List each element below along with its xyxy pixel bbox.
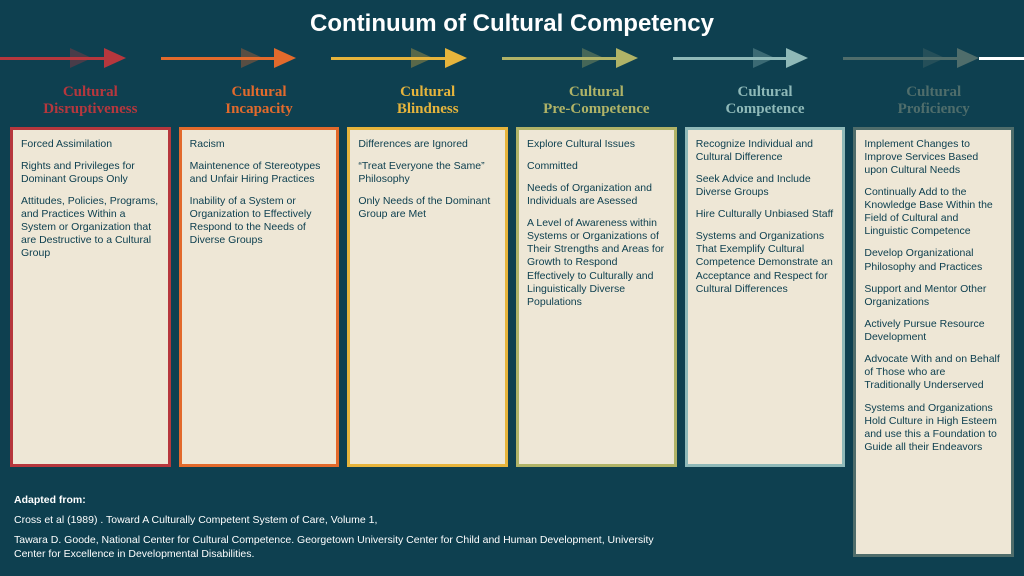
stage-box: Implement Changes to Improve Services Ba… xyxy=(853,127,1014,557)
stage-item: Rights and Privileges for Dominant Group… xyxy=(21,160,160,186)
stage-item: Actively Pursue Resource Development xyxy=(864,318,1003,344)
stage-item: Attitudes, Policies, Programs, and Pract… xyxy=(21,195,160,261)
credits: Adapted from: Cross et al (1989) . Towar… xyxy=(14,493,654,566)
stage-label-line1: Cultural xyxy=(10,84,171,101)
stage-column: CulturalPre-Competence Explore Cultural I… xyxy=(516,84,677,557)
axis-segment xyxy=(502,57,618,60)
stage-label-line2: Pre-Competence xyxy=(516,101,677,118)
axis-segment xyxy=(673,57,789,60)
stage-item: Hire Culturally Unbiased Staff xyxy=(696,208,835,221)
stage-box: Recognize Individual and Cultural Differ… xyxy=(685,127,846,467)
stage-label-line2: Competence xyxy=(685,101,846,118)
axis-segment xyxy=(0,57,106,60)
credits-line: Tawara D. Goode, National Center for Cul… xyxy=(14,533,654,561)
stage-item: Advocate With and on Behalf of Those who… xyxy=(864,353,1003,392)
stage-label: CulturalIncapacity xyxy=(179,84,340,119)
stage-item: A Level of Awareness within Systems or O… xyxy=(527,217,666,309)
axis-end xyxy=(979,57,1024,60)
stage-item: Inability of a System or Organization to… xyxy=(190,195,329,248)
stages-row: CulturalDisruptivenessForced Assimilatio… xyxy=(0,84,1024,557)
axis-segment xyxy=(161,57,277,60)
stage-label-line1: Cultural xyxy=(853,84,1014,101)
stage-item: Committed xyxy=(527,160,666,173)
stage-item: Implement Changes to Improve Services Ba… xyxy=(864,138,1003,177)
axis-segment xyxy=(843,57,959,60)
stage-item: Recognize Individual and Cultural Differ… xyxy=(696,138,835,164)
stage-item: Racism xyxy=(190,138,329,151)
credits-heading: Adapted from: xyxy=(14,493,654,507)
stage-item: “Treat Everyone the Same” Philosophy xyxy=(358,160,497,186)
stage-item: Systems and Organizations Hold Culture i… xyxy=(864,402,1003,455)
stage-item: Support and Mentor Other Organizations xyxy=(864,283,1003,309)
continuum-axis xyxy=(0,48,1024,78)
stage-label-line1: Cultural xyxy=(516,84,677,101)
stage-item: Needs of Organization and Individuals ar… xyxy=(527,182,666,208)
stage-item: Develop Organizational Philosophy and Pr… xyxy=(864,247,1003,273)
stage-label-line2: Disruptiveness xyxy=(10,101,171,118)
arrow-head xyxy=(445,48,467,68)
arrow-head xyxy=(957,48,979,68)
stage-item: Differences are Ignored xyxy=(358,138,497,151)
stage-label: CulturalBlindness xyxy=(347,84,508,119)
stage-label: CulturalProficiency xyxy=(853,84,1014,119)
stage-box: Racism Maintenence of Stereotypes and Unf… xyxy=(179,127,340,467)
stage-label-line2: Blindness xyxy=(347,101,508,118)
page-title: Continuum of Cultural Competency xyxy=(0,0,1024,38)
arrow-head xyxy=(616,48,638,68)
stage-label: CulturalPre-Competence xyxy=(516,84,677,119)
stage-column: CulturalBlindness Differences are Ignored… xyxy=(347,84,508,557)
stage-column: CulturalCompetence Recognize Individual a… xyxy=(685,84,846,557)
stage-item: Maintenence of Stereotypes and Unfair Hi… xyxy=(190,160,329,186)
stage-box: Explore Cultural Issues Committed Needs of… xyxy=(516,127,677,467)
stage-box: Differences are Ignored “Treat Everyone t… xyxy=(347,127,508,467)
stage-box: Forced Assimilation Rights and Privileges… xyxy=(10,127,171,467)
stage-item: Forced Assimilation xyxy=(21,138,160,151)
stage-item: Systems and Organizations That Exemplify… xyxy=(696,230,835,296)
stage-label: CulturalDisruptiveness xyxy=(10,84,171,119)
stage-item: Seek Advice and Include Diverse Groups xyxy=(696,173,835,199)
credits-line: Cross et al (1989) . Toward A Culturally… xyxy=(14,513,654,527)
stage-label: CulturalCompetence xyxy=(685,84,846,119)
arrow-head xyxy=(274,48,296,68)
axis-segment xyxy=(331,57,447,60)
stage-column: CulturalDisruptiveness Forced Assimilatio… xyxy=(10,84,171,557)
stage-column: CulturalIncapacity Racism Maintenence of S… xyxy=(179,84,340,557)
stage-label-line1: Cultural xyxy=(179,84,340,101)
arrow-head xyxy=(104,48,126,68)
stage-item: Continually Add to the Knowledge Base Wi… xyxy=(864,186,1003,239)
arrow-head xyxy=(786,48,808,68)
stage-label-line2: Proficiency xyxy=(853,101,1014,118)
stage-label-line2: Incapacity xyxy=(179,101,340,118)
stage-label-line1: Cultural xyxy=(347,84,508,101)
stage-column: CulturalProficiency Implement Changes to … xyxy=(853,84,1014,557)
stage-label-line1: Cultural xyxy=(685,84,846,101)
stage-item: Only Needs of the Dominant Group are Met xyxy=(358,195,497,221)
stage-item: Explore Cultural Issues xyxy=(527,138,666,151)
